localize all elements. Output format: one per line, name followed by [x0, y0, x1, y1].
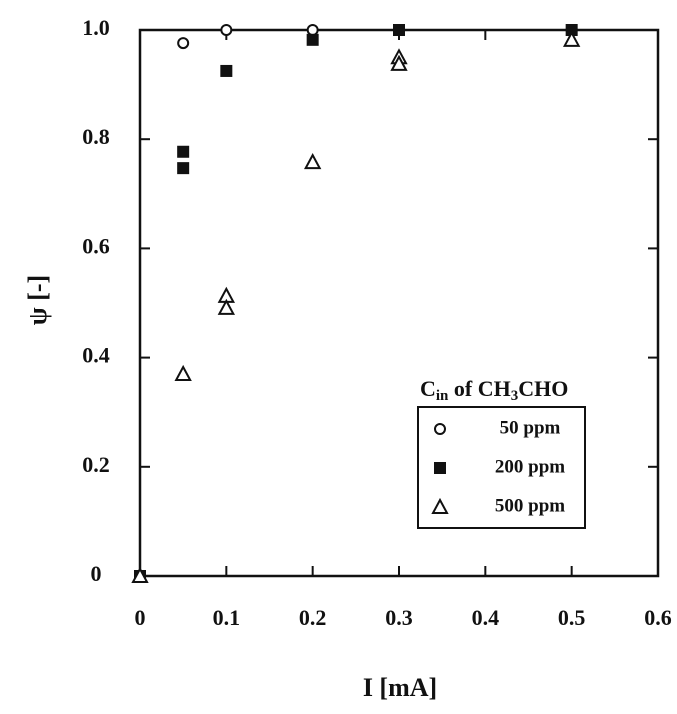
y-axis-label: ψ [-]: [23, 275, 52, 325]
point: [220, 64, 233, 77]
y-tick-label: 0.2: [82, 452, 110, 477]
point: [174, 364, 192, 381]
legend-title-part: 3: [511, 388, 519, 404]
legend-marker: [434, 423, 446, 435]
legend-title: Cin of CH3CHO: [420, 376, 568, 404]
point: [565, 24, 578, 36]
legend-label: 200 ppm: [495, 456, 565, 477]
legend-title-part: CHO: [518, 376, 568, 401]
point: [177, 162, 190, 175]
legend-title-part: in: [436, 388, 449, 404]
y-tick-label: 0.6: [82, 233, 110, 258]
x-tick-label: 0.3: [385, 605, 413, 630]
point: [217, 298, 236, 315]
legend-label: 50 ppm: [500, 417, 561, 438]
point: [306, 24, 319, 36]
x-axis-label: I [mA]: [363, 673, 437, 702]
point: [177, 37, 190, 50]
legend-label: 500 ppm: [495, 495, 565, 516]
legend-marker: [431, 497, 449, 514]
legend-title-part: of CH: [448, 376, 510, 401]
x-tick-label: 0.6: [644, 605, 672, 630]
y-tick-label: 0.8: [82, 124, 110, 149]
legend-marker: [434, 462, 446, 474]
y-tick-label: 0: [91, 561, 102, 586]
x-tick-label: 0.5: [558, 605, 586, 630]
point: [306, 33, 319, 46]
point: [562, 30, 581, 47]
x-tick-label: 0.4: [472, 605, 500, 630]
point: [131, 566, 149, 583]
y-tick-label: 0.4: [82, 343, 110, 368]
x-tick-label: 0: [135, 605, 146, 630]
y-tick-label: 1.0: [82, 15, 110, 40]
point: [390, 54, 408, 71]
point: [303, 153, 322, 170]
x-tick-label: 0.1: [213, 605, 241, 630]
point: [177, 145, 190, 158]
x-tick-label: 0.2: [299, 605, 327, 630]
point: [393, 24, 405, 36]
legend-title-part: C: [420, 376, 436, 401]
point: [220, 24, 233, 36]
